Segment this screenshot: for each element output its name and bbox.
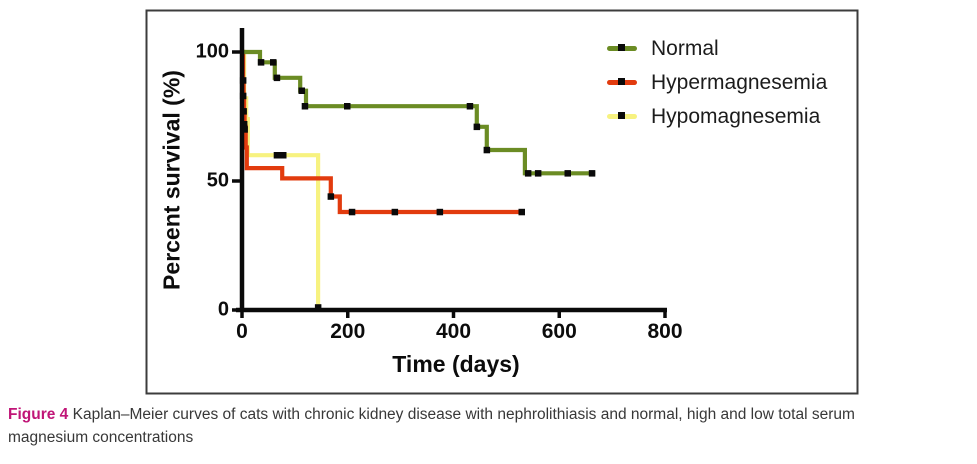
legend-item-hypermagnesemia: Hypermagnesemia [607, 65, 827, 99]
normal-series-key [607, 43, 637, 51]
y-tick-label: 100 [195, 40, 229, 63]
caption-text-line1: Kaplan–Meier curves of cats with chronic… [72, 406, 855, 423]
x-tick-label: 400 [435, 320, 472, 343]
censor-mark [298, 87, 305, 94]
legend-label: Hypermagnesemia [651, 70, 828, 94]
x-tick-label: 0 [236, 320, 248, 343]
legend-label: Normal [651, 36, 719, 60]
censor-mark [348, 208, 356, 216]
censor-mark [466, 103, 474, 110]
y-axis-title: Percent survival (%) [158, 70, 185, 290]
censor-mark [344, 103, 351, 110]
kaplan-meier-chart: Time (days) Percent survival (%) 0 200 400… [145, 9, 859, 395]
figure-caption: Figure 4 Kaplan–Meier curves of cats wit… [8, 403, 972, 450]
caption-text-line2: magnesium concentrations [8, 429, 194, 447]
censor-mark [391, 208, 399, 216]
censor-mark [240, 108, 247, 115]
censor-mark [240, 121, 248, 128]
hypermagnesemia-series-key [607, 77, 637, 85]
censor-mark [518, 208, 525, 216]
censor-mark [270, 59, 277, 66]
legend-item-normal: Normal [607, 31, 827, 65]
censor-mark [524, 170, 532, 177]
y-tick-label: 0 [217, 298, 229, 321]
chart-legend: Normal Hypermagnesemia Hypomagnesemia [607, 31, 827, 133]
censor-mark [534, 170, 542, 177]
survival-curve [242, 49, 596, 176]
legend-item-hypomagnesemia: Hypomagnesemia [607, 99, 827, 133]
censor-mark [239, 92, 247, 100]
censor-mark [588, 170, 596, 177]
legend-label: Hypomagnesemia [651, 104, 821, 128]
censor-mark [273, 74, 281, 82]
censor-mark [239, 77, 247, 84]
censor-mark-icon [618, 77, 625, 85]
censor-mark [327, 193, 335, 200]
censor-mark [473, 123, 481, 131]
x-tick-label: 200 [330, 320, 366, 343]
x-tick-label: 800 [647, 320, 683, 343]
x-tick-label: 600 [541, 320, 577, 343]
censor-mark-icon [618, 111, 625, 119]
censor-mark [273, 152, 281, 159]
censor-mark [280, 152, 287, 159]
plot-frame [145, 9, 859, 395]
censor-mark [483, 146, 491, 154]
censor-mark [314, 304, 322, 311]
censor-mark [301, 103, 309, 110]
x-axis-title: Time (days) [392, 351, 520, 377]
censor-mark [564, 170, 571, 177]
survival-curves-plot [145, 9, 859, 395]
censor-mark [241, 126, 248, 133]
censor-mark [436, 208, 444, 216]
hypomagnesemia-series-key [607, 111, 637, 119]
figure-number: Figure 4 [8, 406, 69, 423]
censor-mark [257, 59, 265, 66]
censor-mark-icon [618, 43, 625, 51]
y-tick-label: 50 [206, 169, 229, 192]
